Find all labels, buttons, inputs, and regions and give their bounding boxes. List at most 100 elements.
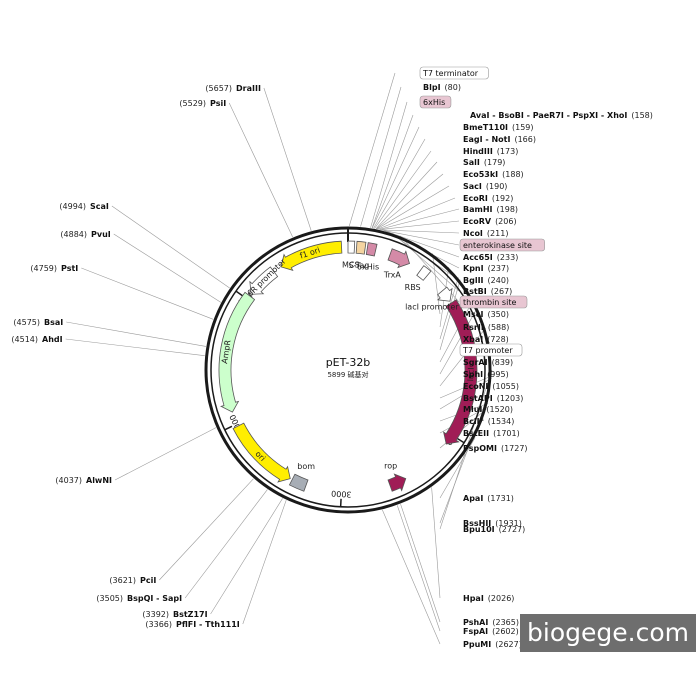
site-name: DraIII	[236, 84, 261, 93]
site-fspai: FspAI (2602)	[463, 627, 519, 636]
site-name: ApaI	[463, 494, 483, 503]
leader-line	[431, 487, 441, 599]
site-position: (80)	[445, 83, 461, 92]
site-position: (4514)	[11, 335, 38, 344]
site-eagi-noti: EagI - NotI (166)	[463, 135, 536, 144]
leader-line	[375, 161, 438, 229]
site-ppumi: PpuMI (2627)	[463, 640, 522, 649]
site-position: (267)	[491, 287, 513, 296]
site-position: (728)	[487, 335, 509, 344]
site-position: (206)	[495, 217, 517, 226]
site-position: (179)	[484, 158, 506, 167]
site-position: (1727)	[501, 444, 528, 453]
leader-line	[439, 307, 478, 375]
leader-line	[348, 72, 396, 227]
site-name: BssHII	[463, 519, 491, 528]
leader-line	[439, 327, 486, 387]
site-msci: MscI (350)	[463, 310, 509, 319]
site-ecorv: EcoRV (206)	[463, 217, 517, 226]
site-position: (3392)	[142, 610, 169, 619]
site-saci: SacI (190)	[463, 182, 507, 191]
site-name: 6xHis	[423, 98, 445, 107]
site-position: (2627)	[495, 640, 522, 649]
feature-arrow	[436, 286, 453, 302]
leader-line	[228, 102, 293, 238]
leader-line	[184, 489, 268, 599]
site-name: AhdI	[42, 335, 63, 344]
site-name: PstI	[61, 264, 78, 273]
site-alwni: (4037) AlwNI	[55, 476, 112, 485]
site-name: FspAI	[463, 627, 488, 636]
site-position: (350)	[487, 310, 509, 319]
site-position: (237)	[488, 264, 510, 273]
feature-arrow	[387, 473, 407, 492]
site-ecori: EcoRI (192)	[463, 194, 513, 203]
site-name: BstEII	[463, 429, 489, 438]
site-name: HpaI	[463, 594, 484, 603]
site-position: (995)	[487, 370, 509, 379]
feature-ampr: AmpR	[218, 291, 256, 413]
feature-arrow	[249, 266, 279, 295]
site-name: BclI*	[463, 417, 485, 426]
outer-ring	[204, 226, 492, 514]
leader-line	[242, 499, 287, 625]
site-sphi: SphI (995)	[463, 370, 509, 379]
site-kpni: KpnI (237)	[463, 264, 509, 273]
site-position: (192)	[492, 194, 514, 203]
site-position: (188)	[502, 170, 524, 179]
leader-line	[379, 220, 460, 230]
site-position: (166)	[514, 135, 536, 144]
site-name: MscI	[463, 310, 483, 319]
site-name: PsiI	[210, 99, 226, 108]
site-apai: ApaI (1731)	[463, 494, 514, 503]
site-name: Acc65I	[463, 253, 493, 262]
site-pflfi-tth111i: (3366) PflFI - Tth111I	[145, 620, 239, 629]
site-name: SphI	[463, 370, 483, 379]
site-position: (2026)	[488, 594, 515, 603]
site-name: SacI	[463, 182, 482, 191]
feature-arrow	[280, 240, 343, 271]
leader-line	[373, 138, 426, 229]
site-econi: EcoNI (1055)	[463, 382, 519, 391]
feature-label: lacI promoter	[405, 302, 459, 311]
feature-bom: bom	[288, 462, 315, 492]
site-name: MluI	[463, 405, 482, 414]
site-name: XbaI	[463, 335, 483, 344]
site-position: (173)	[497, 147, 519, 156]
site-name: T7 promoter	[462, 346, 513, 355]
leader-line	[379, 208, 460, 230]
site-bglii: BglII (240)	[463, 276, 509, 285]
site-position: (4994)	[59, 202, 86, 211]
leader-lines	[65, 72, 493, 645]
site-position: (5657)	[205, 84, 232, 93]
leader-line	[66, 321, 206, 347]
site-name: EcoNI	[463, 382, 488, 391]
site-rsrii: RsrII (588)	[463, 323, 509, 332]
site-name: EcoRI	[463, 194, 488, 203]
site-pspomi: PspOMI (1727)	[463, 444, 528, 453]
site-name: KpnI	[463, 264, 484, 273]
leader-line	[371, 126, 420, 229]
leader-line	[383, 230, 460, 246]
site-name: SalI	[463, 158, 480, 167]
site-position: (1520)	[486, 405, 513, 414]
feature-label: S-Tag	[349, 261, 370, 270]
watermark: biogege.com	[520, 614, 696, 652]
feature-trxa: TrxA	[383, 248, 410, 279]
leader-line	[374, 150, 432, 229]
feature-label: 6xHis	[357, 262, 379, 271]
leader-line	[65, 338, 205, 356]
site-name: BamHI	[463, 205, 493, 214]
site-name: EcoRV	[463, 217, 492, 226]
site-bpu10i: Bpu10I (2727)	[463, 525, 525, 534]
leader-line	[439, 437, 476, 499]
site-ncoi: NcoI (211)	[463, 229, 508, 238]
leader-line	[439, 279, 461, 351]
site-name: PshAI	[463, 618, 488, 627]
tick-mark	[224, 425, 233, 431]
leader-line	[371, 114, 414, 229]
site-name: BmeT110I	[463, 123, 508, 132]
feature-arrow	[365, 242, 378, 257]
